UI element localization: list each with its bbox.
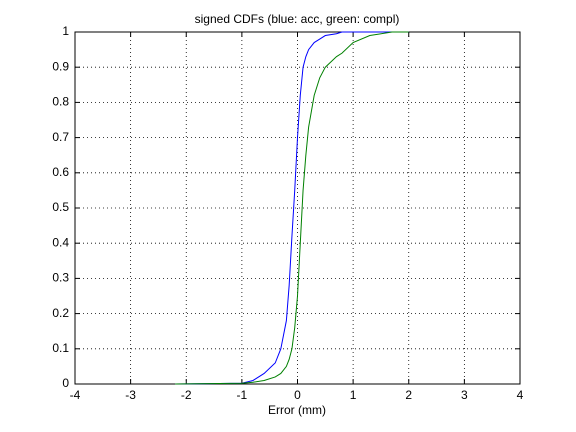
y-tick-label: 0.5	[52, 200, 69, 214]
y-tick-label: 0.1	[52, 341, 69, 355]
y-tick-label: 0	[62, 376, 69, 390]
cdf-line	[175, 31, 409, 385]
x-tick-label: -3	[125, 388, 136, 402]
x-tick-label: 2	[405, 388, 412, 402]
y-tick-label: 0.7	[52, 130, 69, 144]
y-tick-label: 0.9	[52, 59, 69, 73]
y-tick-label: 0.8	[52, 95, 69, 109]
x-tick-label: 4	[517, 388, 524, 402]
cdf-line	[175, 31, 409, 385]
y-tick-label: 0.2	[52, 306, 69, 320]
y-tick-label: 0.3	[52, 271, 69, 285]
chart-title: signed CDFs (blue: acc, green: compl)	[195, 12, 400, 26]
x-tick-label: 3	[461, 388, 468, 402]
y-tick-label: 0.4	[52, 235, 69, 249]
x-axis-label: Error (mm)	[268, 403, 326, 417]
x-tick-label: 1	[350, 388, 357, 402]
x-tick-label: -4	[70, 388, 81, 402]
y-tick-label: 1	[62, 24, 69, 38]
x-tick-label: 0	[294, 388, 301, 402]
y-tick-label: 0.6	[52, 165, 69, 179]
x-tick-label: -1	[237, 388, 248, 402]
x-tick-label: -2	[181, 388, 192, 402]
